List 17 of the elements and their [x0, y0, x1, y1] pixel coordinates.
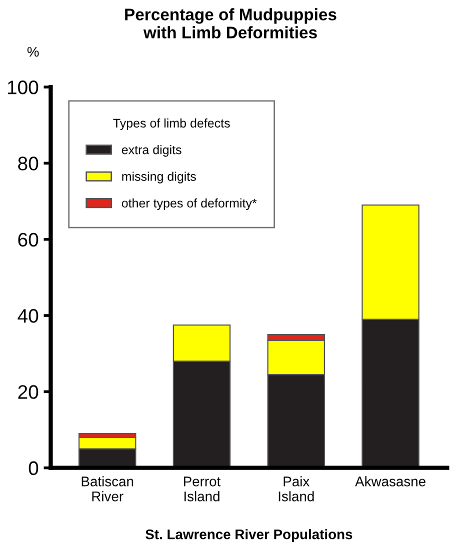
legend-label: missing digits — [122, 172, 196, 184]
y-tick-label: 0 — [28, 461, 38, 476]
y-tick-label: 80 — [18, 156, 38, 170]
x-tick-label: Paix Island — [278, 476, 314, 502]
chart-title: Percentage of Mudpuppies with Limb Deformities — [125, 8, 336, 38]
legend-label: other types of deformity* — [122, 198, 257, 210]
y-tick-label: 20 — [18, 385, 38, 399]
legend-title: Types of limb defects — [113, 118, 230, 130]
x-tick-label: Akwasasne — [355, 476, 426, 486]
y-tick-label: 100 — [8, 80, 38, 94]
x-axis-title: St. Lawrence River Populations — [146, 529, 352, 542]
y-tick-label: 40 — [18, 308, 38, 323]
x-tick-label: Perrot Island — [184, 476, 221, 502]
y-axis-title: % — [27, 46, 39, 57]
x-tick-label: Batiscan River — [82, 476, 134, 502]
y-tick-label: 60 — [18, 232, 38, 247]
legend-label: extra digits — [122, 145, 182, 157]
